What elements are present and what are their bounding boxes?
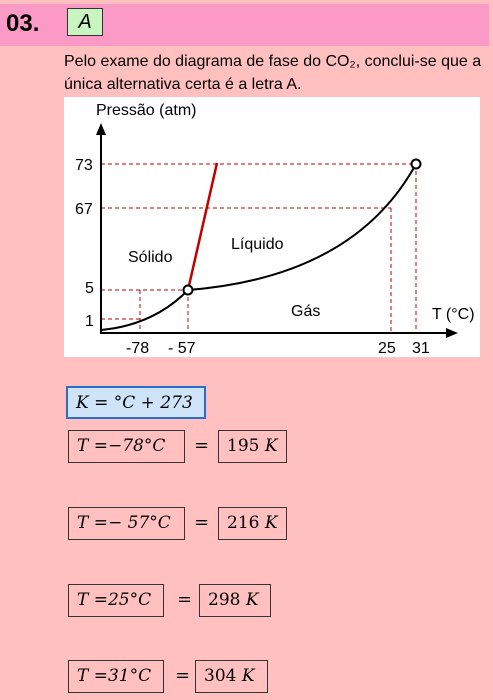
critical-point — [410, 158, 422, 170]
y-tick-5: 5 — [85, 280, 94, 297]
intro-text: Pelo exame do diagrama de fase do CO₂, c… — [64, 53, 482, 93]
y-tick-67: 67 — [75, 201, 93, 218]
celsius-box-1: T =−78°C — [68, 430, 185, 463]
y-axis-label: Pressão (atm) — [96, 102, 196, 119]
answer-letter-box: A — [67, 8, 103, 36]
region-solid-label: Sólido — [128, 249, 173, 266]
sublimation-curve — [100, 289, 189, 331]
question-number: 03. — [6, 10, 40, 37]
vaporization-curve — [187, 163, 417, 291]
region-gas-label: Gás — [291, 303, 320, 320]
equals-sign-2: = — [194, 512, 210, 533]
equals-sign-1: = — [194, 435, 210, 456]
equals-sign-4: = — [175, 665, 191, 686]
x-axis-arrow — [446, 328, 458, 338]
kelvin-formula-box: K = °C + 273 — [66, 386, 206, 419]
region-liquid-label: Líquido — [231, 236, 284, 253]
celsius-box-2: T =− 57°C — [68, 507, 185, 540]
x-tick-minus78: -78 — [126, 340, 149, 357]
x-tick-31: 31 — [412, 340, 430, 357]
kelvin-box-1: 195 K — [218, 430, 287, 463]
triple-point — [182, 284, 194, 296]
kelvin-box-4: 304 K — [195, 660, 268, 693]
celsius-box-3: T =25°C — [68, 584, 164, 617]
x-axis-label: T (°C) — [432, 306, 475, 323]
celsius-box-4: T =31°C — [68, 660, 164, 693]
y-axis-arrow — [96, 123, 106, 135]
co2-phase-diagram: Pressão (atm) T (°C) 73 67 5 1 -78 - 57 … — [64, 97, 480, 357]
x-tick-25: 25 — [378, 340, 396, 357]
fusion-line — [186, 162, 219, 291]
kelvin-box-2: 216 K — [218, 507, 287, 540]
y-tick-73: 73 — [75, 157, 93, 174]
kelvin-formula-text: K = °C + 273 — [76, 393, 193, 413]
kelvin-box-3: 298 K — [199, 584, 271, 617]
x-tick-minus57: - 57 — [168, 340, 196, 357]
y-tick-1: 1 — [85, 313, 94, 330]
equals-sign-3: = — [177, 589, 193, 610]
